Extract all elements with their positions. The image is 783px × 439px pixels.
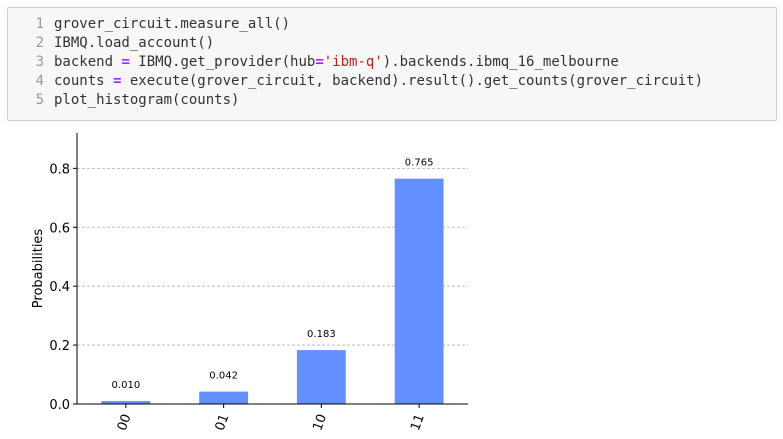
y-tick-label: 0.0 [49, 398, 70, 413]
code-editor[interactable]: grover_circuit.measure_all() IBMQ.load_ac… [54, 15, 703, 110]
code-operator: = [315, 54, 324, 70]
y-tick-label: 0.8 [49, 162, 70, 177]
line-number: 5 [35, 92, 44, 108]
code-text: backend [54, 54, 122, 70]
code-text: counts [54, 73, 114, 89]
bar-value-label: 0.765 [405, 158, 434, 169]
line-number: 3 [35, 54, 44, 70]
line-number-gutter: 1 2 3 4 5 [8, 15, 44, 110]
code-text: IBMQ.load_account() [54, 35, 215, 51]
code-line: backend = IBMQ.get_provider(hub='ibm-q')… [54, 53, 703, 72]
bar-value-label: 0.183 [307, 329, 336, 340]
code-string: 'ibm-q' [323, 54, 383, 70]
bar [199, 391, 249, 404]
bar [101, 401, 151, 404]
x-tick-label: 01 [213, 412, 233, 433]
code-text: execute(grover_circuit, backend).result(… [121, 73, 704, 89]
y-tick-label: 0.4 [49, 280, 70, 295]
code-text: grover_circuit.measure_all() [54, 16, 291, 32]
bar [296, 350, 346, 404]
x-tick-label: 10 [310, 412, 330, 433]
code-line: counts = execute(grover_circuit, backend… [54, 72, 703, 91]
code-operator: = [113, 73, 122, 89]
bar-value-label: 0.010 [112, 380, 141, 391]
code-cell[interactable]: 1 2 3 4 5 grover_circuit.measure_all() IB… [7, 7, 777, 121]
bar-value-label: 0.042 [209, 371, 238, 382]
x-tick-label: 00 [115, 412, 135, 433]
line-number: 2 [35, 35, 44, 51]
code-text: ).backends.ibmq_16_melbourne [382, 54, 619, 70]
code-line: IBMQ.load_account() [54, 34, 703, 53]
y-tick-label: 0.6 [49, 221, 70, 236]
y-tick-label: 0.2 [49, 339, 70, 354]
line-number: 1 [35, 16, 44, 32]
histogram-chart: 0.010 0.042 0.183 0.765 0.0 0.2 0.4 0.6 0.8 00 01 1… [31, 133, 468, 433]
code-text: plot_histogram(counts) [54, 92, 240, 108]
y-axis-label: Probabilities [31, 229, 46, 309]
bar [394, 178, 444, 404]
code-operator: = [121, 54, 130, 70]
code-line: plot_histogram(counts) [54, 91, 703, 110]
line-number: 4 [35, 73, 44, 89]
code-text: IBMQ.get_provider(hub [129, 54, 316, 70]
code-line: grover_circuit.measure_all() [54, 15, 703, 34]
x-tick-label: 11 [408, 412, 428, 433]
